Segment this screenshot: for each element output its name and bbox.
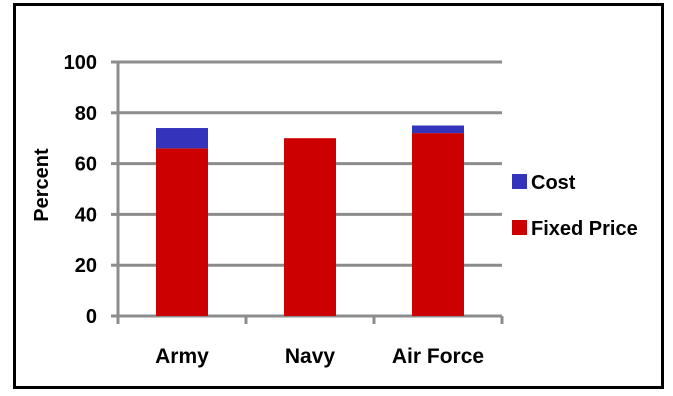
y-tick-label-0: 0 <box>86 306 97 328</box>
bar-army-cost <box>156 128 208 149</box>
legend-label-cost: Cost <box>531 172 576 194</box>
y-axis-label: Percent <box>31 148 53 222</box>
y-tick-label-40: 40 <box>75 204 97 226</box>
x-tick-label-army: Army <box>155 345 209 368</box>
y-tick-label-100: 100 <box>64 52 97 74</box>
bar-air-force-cost <box>412 125 464 134</box>
bar-army-fixed-price <box>156 148 208 316</box>
y-tick-label-80: 80 <box>75 103 97 125</box>
bar-air-force-fixed-price <box>412 133 464 316</box>
legend-swatch-fixed-price <box>512 220 527 235</box>
x-tick-labels: Army Navy Air Force <box>155 345 484 368</box>
x-tick-label-air-force: Air Force <box>392 345 484 368</box>
y-tick-label-20: 20 <box>75 255 97 277</box>
bars <box>156 125 464 316</box>
x-tick-label-navy: Navy <box>285 345 336 368</box>
y-tick-labels: 0 20 40 60 80 100 <box>64 52 97 328</box>
chart-frame <box>13 3 664 389</box>
bar-navy-fixed-price <box>284 138 336 316</box>
legend: Cost Fixed Price <box>512 172 638 240</box>
y-tick-label-60: 60 <box>75 154 97 176</box>
legend-swatch-cost <box>512 174 527 189</box>
legend-label-fixed-price: Fixed Price <box>531 218 638 240</box>
